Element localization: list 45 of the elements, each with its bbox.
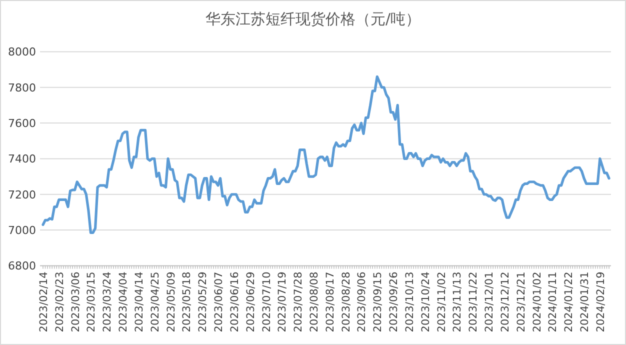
chart-title: 华东江苏短纤现货价格（元/吨） [205, 10, 421, 28]
x-tick-label: 2023/07/10 [260, 272, 273, 332]
x-tick-label: 2023/09/06 [356, 271, 368, 332]
x-tick-label: 2024/01/22 [563, 272, 576, 332]
x-tick-label: 2023/06/29 [244, 272, 257, 332]
x-tick-label: 2023/08/28 [340, 272, 352, 332]
x-tick-label: 2023/07/28 [292, 272, 305, 332]
x-tick-label: 2023/02/23 [54, 272, 66, 332]
y-tick-label: 6800 [8, 260, 36, 273]
x-tick-label: 2024/02/19 [594, 272, 607, 332]
x-tick-label: 2023/05/18 [181, 272, 194, 332]
x-tick-label: 2023/06/16 [228, 271, 241, 332]
y-tick-label: 7600 [8, 117, 36, 130]
y-tick-label: 7000 [8, 224, 36, 238]
x-tick-label: 2023/03/06 [70, 271, 82, 332]
x-tick-label: 2023/03/24 [102, 271, 114, 332]
x-tick-label: 2023/04/25 [149, 272, 162, 332]
x-tick-label: 2023/10/24 [420, 271, 432, 332]
x-tick-label: 2023/09/26 [388, 271, 400, 332]
x-tick-label: 2023/12/01 [484, 272, 496, 332]
x-tick-label: 2023/10/13 [404, 272, 416, 332]
x-tick-label: 2023/03/15 [86, 272, 98, 332]
x-tick-label: 2023/11/22 [468, 272, 480, 332]
x-tick-label: 2023/05/29 [197, 272, 210, 332]
y-tick-label: 7800 [8, 81, 36, 94]
x-tick-label: 2024/01/02 [531, 272, 544, 332]
y-tick-label: 7200 [8, 188, 36, 202]
x-tick-label: 2023/04/04 [118, 271, 130, 332]
x-tick-label: 2023/09/15 [372, 272, 384, 332]
x-tick-label: 2023/04/14 [133, 271, 146, 332]
x-tick-label: 2023/05/09 [165, 272, 178, 332]
x-tick-label: 2023/12/21 [515, 272, 528, 332]
x-tick-label: 2024/01/11 [547, 272, 560, 332]
x-tick-label: 2023/08/17 [324, 272, 336, 332]
x-tick-label: 2023/06/07 [213, 272, 226, 332]
x-tick-label: 2024/01/31 [578, 272, 591, 332]
x-tick-label: 2023/11/13 [452, 272, 464, 332]
y-tick-label: 7400 [8, 152, 36, 166]
x-tick-label: 2023/08/08 [308, 272, 320, 332]
x-tick-label: 2023/12/12 [499, 272, 512, 332]
y-tick-label: 8000 [8, 46, 36, 59]
x-tick-label: 2023/11/02 [436, 272, 448, 332]
line-series [42, 75, 610, 234]
x-tick-label: 2023/07/19 [276, 272, 289, 332]
x-tick-label: 2023/02/14 [38, 271, 50, 332]
